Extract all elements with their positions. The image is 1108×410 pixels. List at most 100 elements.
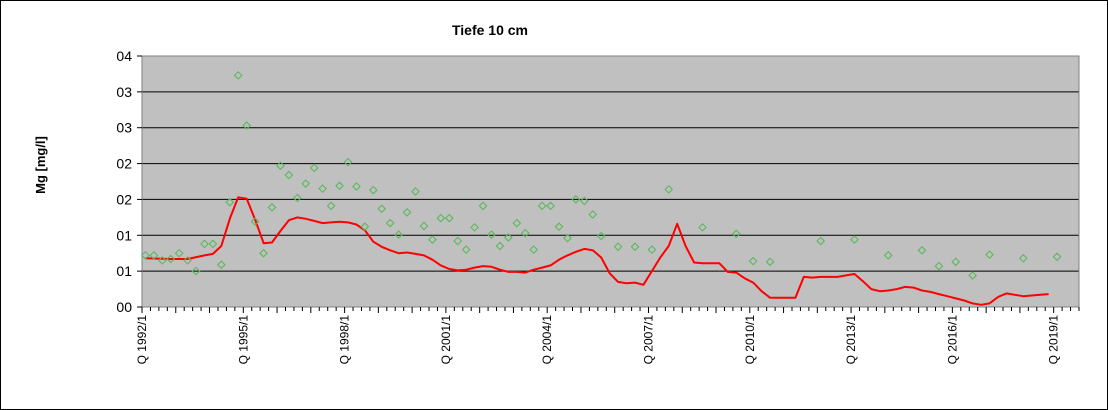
data-point xyxy=(419,221,429,231)
data-point xyxy=(546,201,555,211)
data-point xyxy=(985,250,994,260)
x-tick-label: Q 2016/1 xyxy=(945,315,959,365)
data-point xyxy=(301,179,311,189)
x-axis-ticks: Q 1992/1 Q 1995/1 Q 1998/1 Q 2001/1 Q 2004/1… xyxy=(135,307,1080,365)
trend-line xyxy=(145,196,1049,306)
data-point xyxy=(428,235,437,244)
data-point xyxy=(208,239,218,249)
data-point xyxy=(503,233,513,242)
data-point xyxy=(335,181,344,191)
x-tick-label: Q 1998/1 xyxy=(338,315,352,365)
data-point xyxy=(377,204,387,214)
scatter-series xyxy=(140,70,1062,280)
x-tick-label: Q 2013/1 xyxy=(844,315,858,365)
x-tick-label: Q 2004/1 xyxy=(540,315,554,365)
data-point xyxy=(267,202,277,212)
data-point xyxy=(453,236,463,246)
data-point xyxy=(140,250,150,260)
data-point xyxy=(613,242,623,252)
data-point xyxy=(883,250,893,260)
data-point xyxy=(242,121,252,130)
data-point xyxy=(318,184,328,194)
data-point xyxy=(529,245,539,255)
data-point xyxy=(1052,252,1062,262)
y-tick-label: 01 xyxy=(116,263,132,279)
y-tick-label: 03 xyxy=(116,120,132,136)
data-point xyxy=(191,266,201,276)
data-point xyxy=(200,239,209,249)
data-point xyxy=(149,250,159,260)
data-point xyxy=(284,170,294,180)
y-axis-ticks: 00 01 01 02 02 03 03 04 xyxy=(116,48,142,315)
data-point xyxy=(917,245,927,255)
data-point xyxy=(326,201,336,211)
data-point xyxy=(579,196,589,206)
data-point xyxy=(360,222,370,232)
y-tick-label: 02 xyxy=(116,191,132,207)
data-point xyxy=(1018,253,1028,263)
y-axis-label: Mg [mg/l] xyxy=(33,136,48,194)
data-point xyxy=(216,260,226,270)
gridlines xyxy=(141,55,1080,308)
x-tick-label: Q 2019/1 xyxy=(1047,315,1061,365)
data-point xyxy=(250,217,260,227)
data-point xyxy=(816,236,826,246)
data-point xyxy=(630,242,640,252)
data-point xyxy=(470,223,479,232)
data-point xyxy=(183,256,192,265)
data-point xyxy=(166,254,176,264)
data-point xyxy=(765,257,775,267)
x-tick-label: Q 2010/1 xyxy=(743,315,757,365)
y-tick-label: 00 xyxy=(116,299,132,315)
chart-title: Tiefe 10 cm xyxy=(452,22,528,38)
data-point xyxy=(537,201,547,211)
data-point xyxy=(478,201,488,211)
y-tick-label: 01 xyxy=(116,227,132,243)
data-point xyxy=(664,185,674,194)
data-point xyxy=(554,222,564,232)
data-point xyxy=(748,256,758,266)
data-point xyxy=(259,248,268,258)
data-point xyxy=(968,271,978,280)
y-tick-label: 02 xyxy=(116,156,132,172)
data-point xyxy=(596,231,606,241)
data-point xyxy=(292,193,302,203)
trend-series xyxy=(145,196,1049,306)
data-point xyxy=(352,182,361,191)
data-point xyxy=(368,185,378,195)
plot-area xyxy=(142,56,1079,307)
data-point xyxy=(157,256,167,265)
data-point xyxy=(495,241,505,251)
data-point xyxy=(402,207,412,217)
data-point xyxy=(394,230,403,239)
data-point xyxy=(571,195,581,204)
data-point xyxy=(276,161,285,171)
data-point xyxy=(309,163,319,173)
data-point xyxy=(174,248,184,258)
plot-border xyxy=(141,55,1080,308)
x-tick-label: Q 1995/1 xyxy=(236,315,250,365)
data-point xyxy=(588,210,598,219)
data-point xyxy=(461,245,471,255)
data-point xyxy=(225,197,235,207)
data-point xyxy=(563,233,572,243)
data-point xyxy=(934,261,944,271)
data-point xyxy=(343,157,353,167)
data-point xyxy=(436,213,446,223)
data-point xyxy=(411,187,420,196)
data-point xyxy=(233,70,243,80)
data-point xyxy=(444,213,454,223)
data-point xyxy=(698,223,707,232)
data-point xyxy=(385,218,395,228)
y-tick-label: 04 xyxy=(116,48,132,64)
data-point xyxy=(520,228,530,238)
data-point xyxy=(951,257,961,267)
y-tick-label: 03 xyxy=(116,84,132,100)
data-point xyxy=(850,235,859,244)
data-point xyxy=(512,218,522,228)
data-point xyxy=(731,229,741,239)
x-tick-label: Q 2001/1 xyxy=(439,315,453,365)
x-tick-label: Q 2007/1 xyxy=(641,315,655,365)
x-tick-label: Q 1992/1 xyxy=(135,315,149,365)
